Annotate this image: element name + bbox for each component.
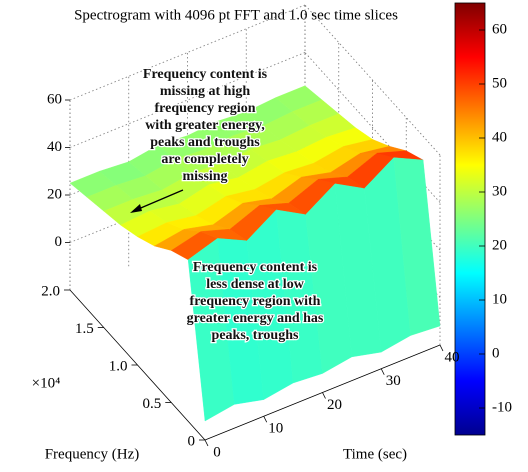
x-tick-label: 0 [213, 444, 221, 460]
z-tick-label: 20 [47, 186, 62, 202]
z-tick-label: 0 [55, 234, 63, 250]
colorbar-tick-label: 60 [492, 21, 507, 37]
y-tick-label: 1.0 [109, 358, 128, 374]
x-tick-label: 10 [268, 421, 283, 437]
colorbar [454, 2, 486, 436]
annotation: greater energy and has [187, 311, 324, 326]
annotation: peaks and troughs [150, 135, 260, 150]
x-axis-label: Time (sec) [343, 446, 407, 462]
y-axis-label: Frequency (Hz) [45, 446, 140, 462]
z-tick-label: 60 [47, 91, 62, 107]
colorbar-tick-label: 20 [492, 237, 507, 253]
annotation: frequency region with [190, 294, 321, 309]
annotation: with greater energy, [145, 118, 265, 133]
tick-mark [322, 392, 326, 399]
grid-line [304, 52, 441, 203]
annotation: frequency region [155, 101, 256, 116]
grid-line [304, 4, 441, 156]
y-tick-label: 1.5 [75, 321, 94, 337]
y-tick-label: 2.0 [41, 283, 60, 299]
tick-mark [263, 416, 268, 423]
annotation: missing [182, 169, 227, 184]
annotation-arrow [135, 189, 184, 211]
tick-mark [439, 344, 444, 352]
colorbar-tick-label: 40 [492, 129, 507, 145]
x-tick-label: 30 [386, 373, 401, 389]
colorbar-tick-label: 0 [492, 345, 500, 361]
x-tick-label: 20 [327, 397, 342, 413]
annotation-arrowhead [130, 204, 142, 213]
chart-title: Spectrogram with 4096 pt FFT and 1.0 sec… [74, 7, 398, 23]
annotation: missing at high [160, 84, 250, 99]
annotation: are completely [161, 152, 248, 167]
annotation: Frequency content is [143, 67, 268, 82]
y-tick-label: 0.5 [143, 396, 162, 412]
tick-mark [204, 439, 209, 447]
y-multiplier: ×10⁴ [32, 375, 61, 391]
y-tick-label: 0 [188, 433, 196, 449]
colorbar-tick-label: -10 [492, 399, 512, 415]
colorbar-tick-label: 50 [492, 75, 507, 91]
x-tick-label: 40 [445, 349, 460, 365]
colorbar-tick-label: 10 [492, 291, 507, 307]
annotation: peaks, troughs [212, 328, 299, 343]
z-tick-label: 40 [47, 139, 62, 155]
tick-mark [380, 368, 385, 375]
colorbar-tick-label: 30 [492, 183, 507, 199]
annotation: less dense at low [206, 277, 305, 292]
surface-patch [393, 157, 441, 336]
annotation: Frequency content is [193, 260, 318, 275]
